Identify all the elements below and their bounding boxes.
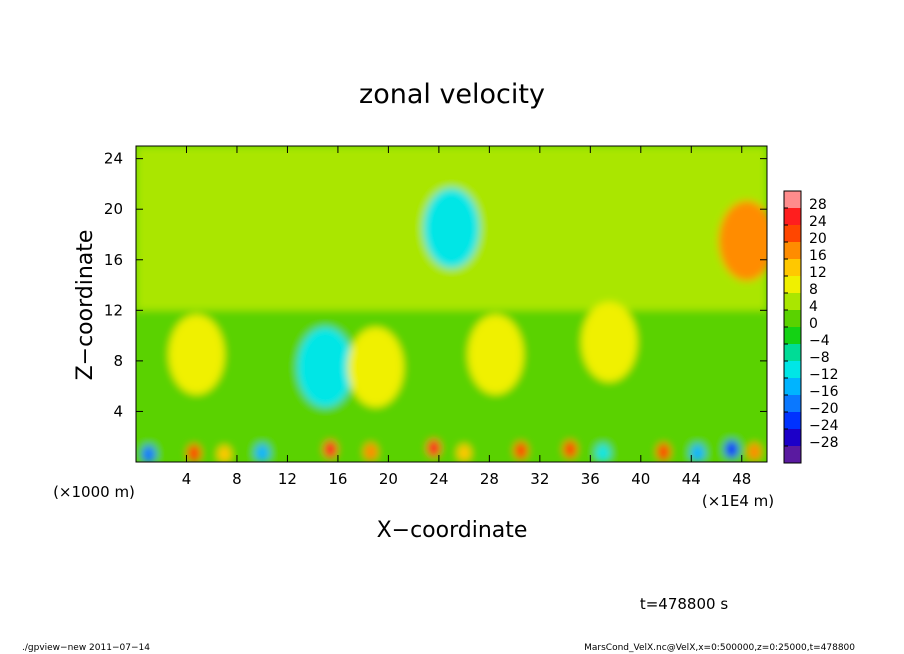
y-axis-unit: (×1000 m) xyxy=(53,483,135,501)
colorbar-swatch xyxy=(784,242,801,259)
colorbar-label: −4 xyxy=(809,333,830,349)
x-axis-unit: (×1E4 m) xyxy=(702,492,774,510)
colorbar-label: 4 xyxy=(809,299,818,315)
heatmap-cell xyxy=(255,444,270,462)
colorbar-swatch xyxy=(784,276,801,293)
colorbar-label: 20 xyxy=(809,231,827,247)
colorbar-label: 24 xyxy=(809,214,827,230)
heatmap-cell xyxy=(513,441,528,460)
colorbar-swatch xyxy=(784,361,801,378)
plot-area xyxy=(136,146,767,462)
colorbar-swatch xyxy=(784,395,801,412)
heatmap-cell xyxy=(141,445,156,462)
y-tick-label: 8 xyxy=(113,352,123,370)
heatmap-cell xyxy=(457,444,472,462)
colorbar-label: −28 xyxy=(809,435,839,451)
colorbar-label: −8 xyxy=(809,350,830,366)
colorbar-label: 12 xyxy=(809,265,827,281)
y-axis: 4 8 12 16 20 24 xyxy=(104,150,767,420)
colorbar-swatch xyxy=(784,327,801,344)
x-tick-label: 20 xyxy=(379,470,398,488)
colorbar-swatch xyxy=(784,412,801,429)
colorbar-swatch xyxy=(784,429,801,446)
x-tick-label: 16 xyxy=(328,470,347,488)
colorbar-swatch xyxy=(784,208,801,225)
heatmap-cell xyxy=(217,445,232,462)
heatmap-cell xyxy=(595,444,610,462)
heatmap-cell xyxy=(297,327,354,408)
colorbar-swatch xyxy=(784,225,801,242)
colorbar-swatch xyxy=(784,446,801,463)
heatmap-cell xyxy=(690,444,705,462)
colorbar-label: −20 xyxy=(809,401,839,417)
y-tick-label: 16 xyxy=(104,251,123,269)
colorbar-label: −16 xyxy=(809,384,839,400)
x-axis: 4 8 12 16 20 24 28 32 36 40 44 48 xyxy=(182,146,751,488)
heatmap-cell xyxy=(187,444,202,462)
source-label: MarsCond_VelX.nc@VelX,x=0:500000,z=0:250… xyxy=(584,643,855,653)
heatmap-cell xyxy=(724,440,739,459)
heatmap-field xyxy=(136,146,767,462)
heatmap-cell xyxy=(363,442,378,461)
x-tick-label: 4 xyxy=(182,470,192,488)
plot-frame xyxy=(135,145,768,463)
y-tick-label: 12 xyxy=(104,301,123,319)
chart-title: zonal velocity xyxy=(359,79,545,110)
colorbar-label: 16 xyxy=(809,248,827,264)
x-tick-label: 32 xyxy=(530,470,549,488)
heatmap-cell xyxy=(563,440,578,459)
colorbar-swatch xyxy=(784,344,801,361)
colorbar-swatch xyxy=(784,191,801,208)
heatmap-cell xyxy=(426,439,441,458)
heatmap-cell xyxy=(323,440,338,459)
heatmap-cell xyxy=(718,200,767,281)
x-tick-label: 12 xyxy=(278,470,297,488)
x-tick-label: 44 xyxy=(682,470,701,488)
colorbar-label: 0 xyxy=(809,316,818,332)
colorbar-label: 8 xyxy=(809,282,818,298)
heatmap-band-lower xyxy=(136,310,767,462)
colorbar-swatch xyxy=(784,378,801,395)
program-label: ./gpview−new 2011−07−14 xyxy=(22,643,150,653)
colorbar-swatch xyxy=(784,310,801,327)
y-tick-label: 20 xyxy=(104,200,123,218)
x-tick-label: 28 xyxy=(480,470,499,488)
y-tick-label: 24 xyxy=(104,150,123,168)
y-tick-label: 4 xyxy=(113,402,123,420)
colorbar-label: 28 xyxy=(809,197,827,213)
x-tick-label: 48 xyxy=(732,470,751,488)
x-axis-label: X−coordinate xyxy=(377,518,528,543)
heatmap-cell xyxy=(656,442,671,461)
x-tick-label: 36 xyxy=(581,470,600,488)
colorbar-label: −24 xyxy=(809,418,839,434)
colorbar-label: −12 xyxy=(809,367,839,383)
time-label: t=478800 s xyxy=(640,595,728,613)
heatmap-cell xyxy=(168,314,225,395)
colorbar-swatch xyxy=(784,293,801,310)
heatmap-cell xyxy=(581,301,638,382)
x-tick-label: 24 xyxy=(429,470,448,488)
colorbar-swatch xyxy=(784,259,801,276)
heatmap-cell xyxy=(467,314,524,395)
x-tick-label: 8 xyxy=(232,470,242,488)
y-axis-label: Z−coordinate xyxy=(73,230,98,381)
heatmap-cell xyxy=(747,442,762,461)
heatmap-cell xyxy=(347,327,404,408)
heatmap-cell xyxy=(423,188,480,269)
x-tick-label: 40 xyxy=(631,470,650,488)
